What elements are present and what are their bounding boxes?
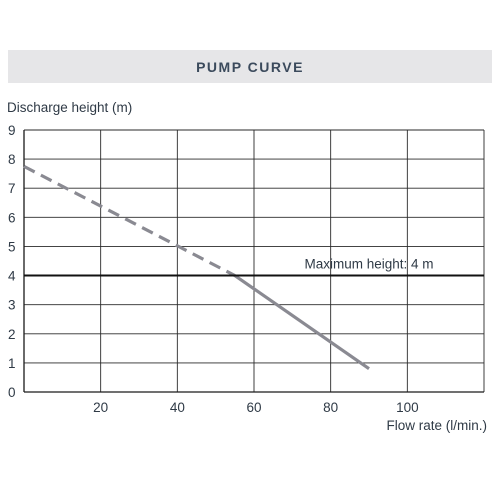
x-tick-label-60: 60 <box>246 400 261 415</box>
x-tick-label-80: 80 <box>323 400 338 415</box>
y-tick-label-2: 2 <box>8 327 16 342</box>
max-height-label: Maximum height: 4 m <box>304 257 433 272</box>
series-layer <box>23 164 370 371</box>
y-tick-label-6: 6 <box>8 210 16 225</box>
y-tick-label-5: 5 <box>8 239 16 254</box>
y-tick-label-1: 1 <box>8 356 16 371</box>
x-tick-label-20: 20 <box>93 400 108 415</box>
y-tick-label-3: 3 <box>8 298 16 313</box>
y-tick-label-9: 9 <box>8 123 16 138</box>
chart-header-bar: PUMP CURVE <box>8 50 492 83</box>
grid <box>24 129 485 392</box>
y-tick-label-4: 4 <box>8 269 16 284</box>
x-tick-label-40: 40 <box>170 400 185 415</box>
x-tick-label-100: 100 <box>396 400 419 415</box>
tick-labels: 0 1 2 3 4 5 6 7 8 9 20 40 60 80 100 <box>8 123 419 415</box>
y-tick-label-8: 8 <box>8 152 16 167</box>
x-axis-label: Flow rate (l/min.) <box>386 418 487 433</box>
curve-segment-solid <box>233 274 370 371</box>
axes <box>23 130 484 393</box>
chart-title: PUMP CURVE <box>196 58 304 75</box>
reference-layer: Maximum height: 4 m <box>24 257 484 277</box>
y-tick-label-7: 7 <box>8 181 16 196</box>
y-tick-label-0: 0 <box>8 385 16 400</box>
curve-segment-dashed <box>23 164 236 277</box>
y-axis-label: Discharge height (m) <box>7 100 132 115</box>
